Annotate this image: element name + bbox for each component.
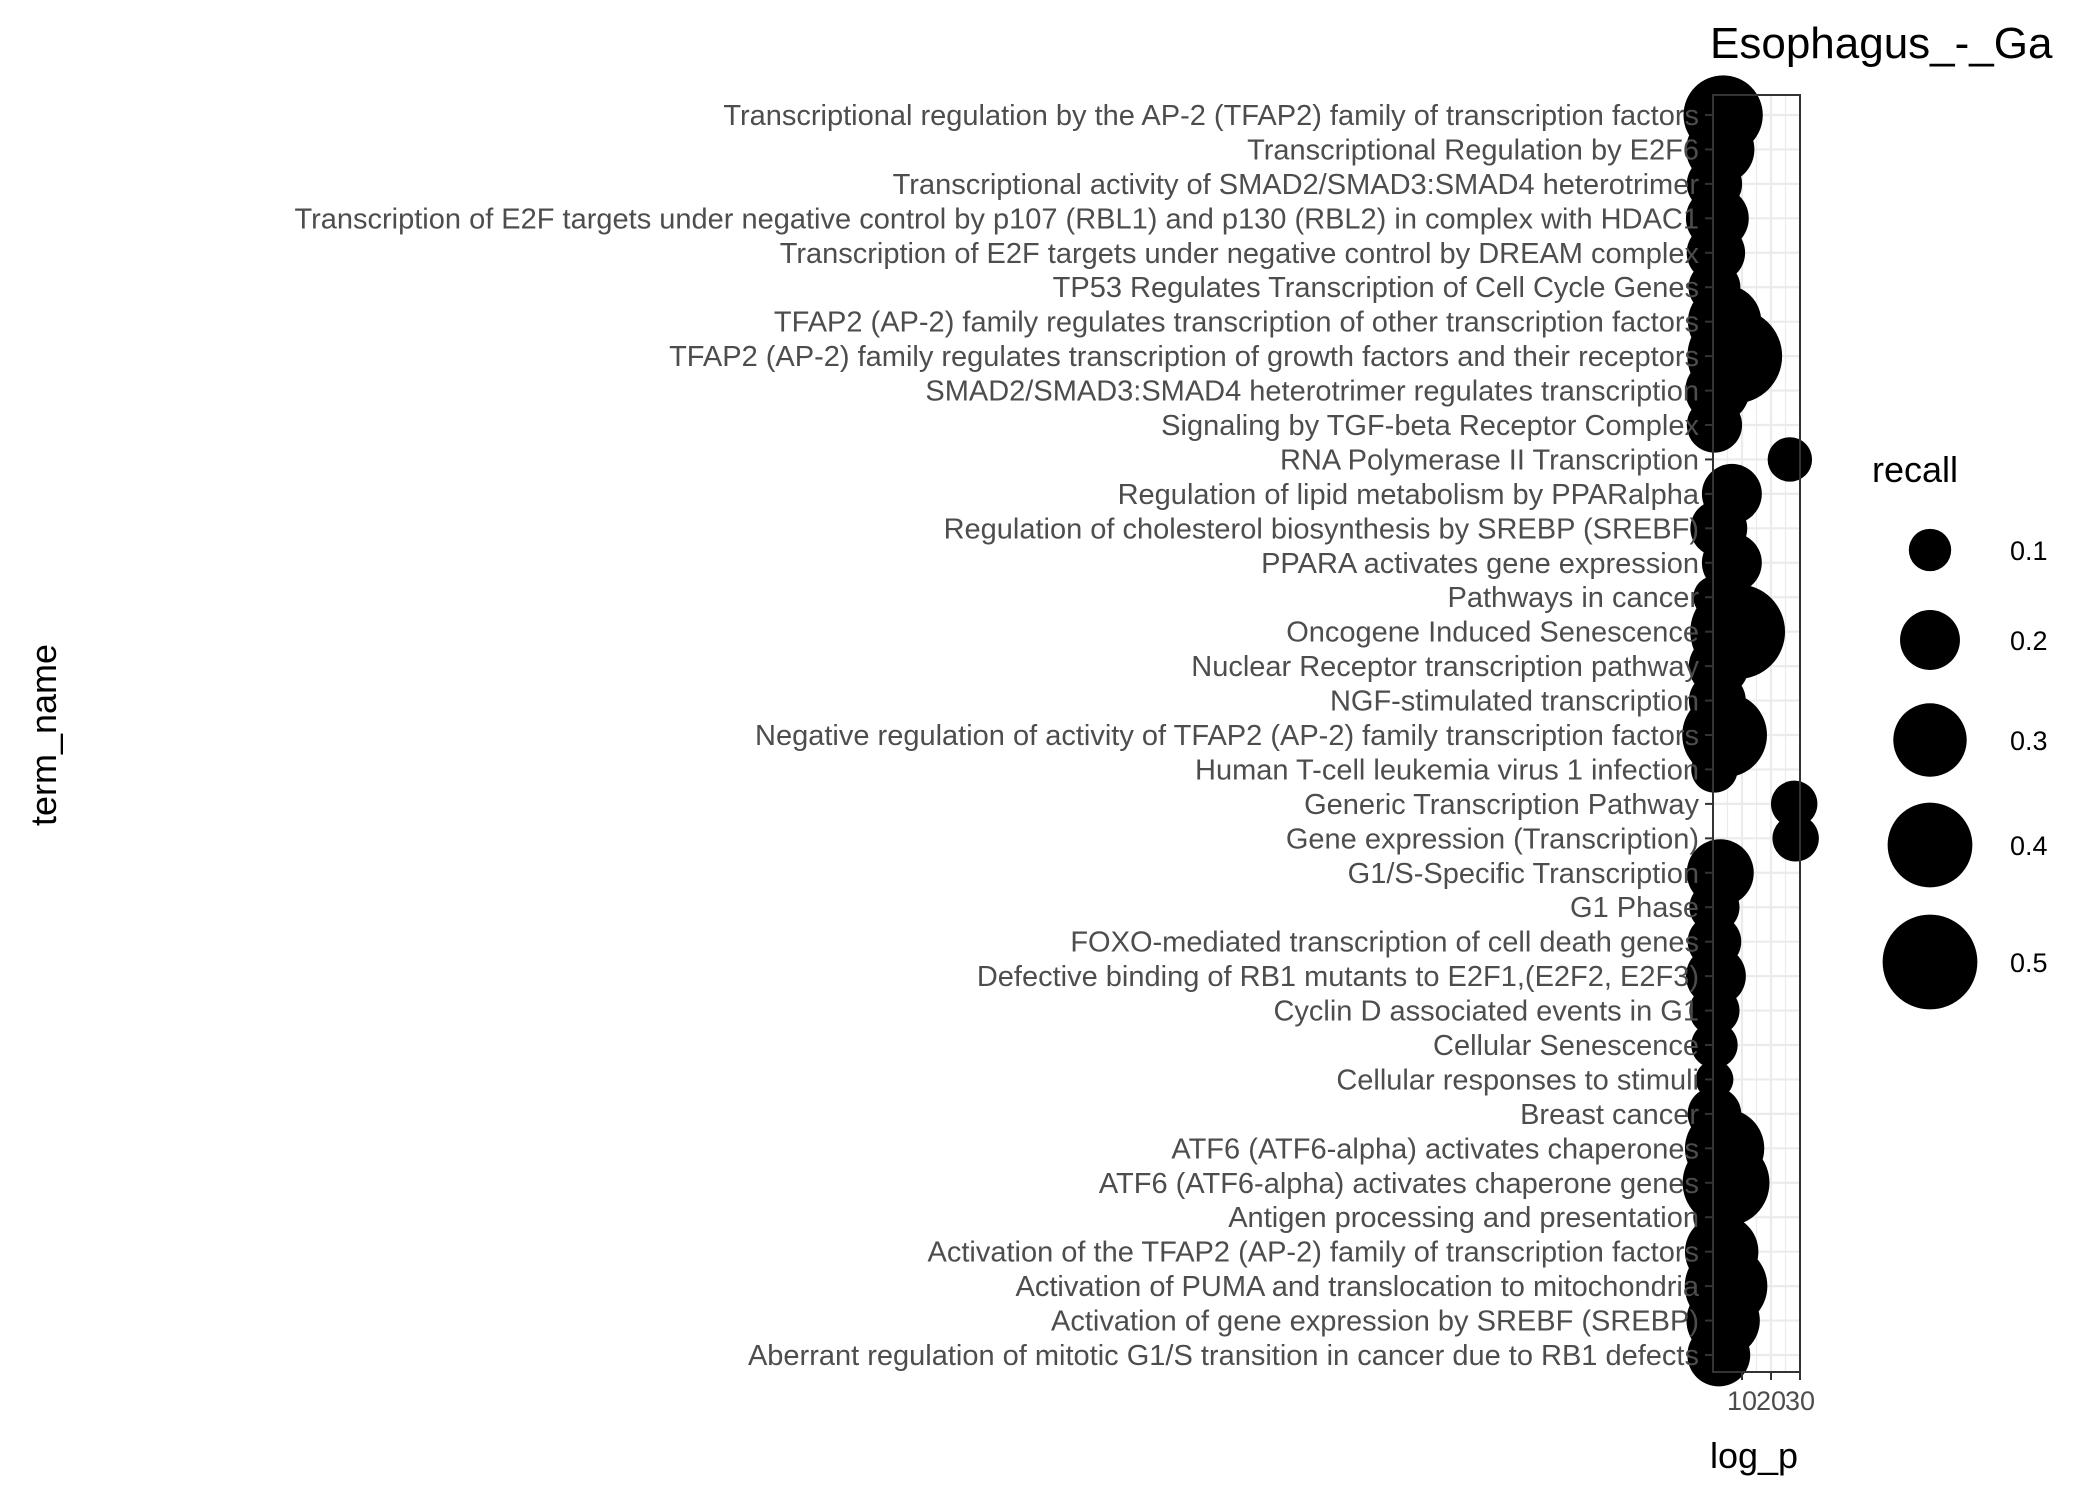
legend-key	[1900, 610, 1960, 670]
y-tick-label: Aberrant regulation of mitotic G1/S tran…	[748, 1340, 1699, 1372]
y-tick-label: Cellular Senescence	[1433, 1030, 1699, 1062]
y-tick-label: ATF6 (ATF6-alpha) activates chaperones	[1171, 1133, 1699, 1165]
y-tick-label: Transcriptional Regulation by E2F6	[1247, 134, 1699, 166]
x-tick-label: 30	[1785, 1386, 1815, 1416]
data-point	[1689, 985, 1740, 1036]
y-tick-label: NGF-stimulated transcription	[1330, 686, 1699, 718]
y-tick-label: Gene expression (Transcription)	[1286, 823, 1699, 855]
x-tick-label: 10	[1727, 1386, 1757, 1416]
legend-label: 0.1	[2010, 536, 2048, 566]
y-tick-label: Transcription of E2F targets under negat…	[780, 238, 1700, 270]
y-tick-label: FOXO-mediated transcription of cell deat…	[1070, 927, 1699, 959]
y-tick-label: Defective binding of RB1 mutants to E2F1…	[977, 961, 1699, 993]
y-tick-label: Activation of gene expression by SREBF (…	[1051, 1306, 1699, 1338]
chart-title: Esophagus_-_Ga	[1710, 19, 2053, 68]
y-tick-label: G1/S-Specific Transcription	[1348, 858, 1699, 890]
y-tick-label: PPARA activates gene expression	[1261, 548, 1699, 580]
legend-label: 0.2	[2010, 626, 2048, 656]
y-axis-labels: Transcriptional regulation by the AP-2 (…	[294, 100, 1713, 1372]
x-tick-label: 20	[1756, 1386, 1786, 1416]
size-legend: recall 0.1 0.2 0.3 0.4 0.5	[1872, 449, 2048, 1010]
y-tick-label: Signaling by TGF-beta Receptor Complex	[1161, 410, 1699, 442]
plot-panel	[1682, 75, 1819, 1387]
data-point	[1686, 397, 1743, 453]
y-axis-title: term_name	[23, 644, 64, 826]
y-tick-label: Regulation of cholesterol biosynthesis b…	[944, 513, 1699, 545]
legend-key	[1893, 703, 1967, 777]
legend-title: recall	[1872, 449, 1958, 490]
data-point	[1691, 746, 1738, 793]
y-tick-label: Breast cancer	[1520, 1099, 1699, 1131]
y-tick-label: Regulation of lipid metabolism by PPARal…	[1118, 479, 1700, 511]
y-tick-label: Pathways in cancer	[1448, 582, 1700, 614]
y-tick-label: Oncogene Induced Senescence	[1286, 617, 1699, 649]
data-point	[1772, 815, 1819, 862]
y-tick-label: Activation of PUMA and translocation to …	[1016, 1271, 1700, 1303]
y-tick-label: Human T-cell leukemia virus 1 infection	[1195, 754, 1699, 786]
y-tick-label: Transcriptional regulation by the AP-2 (…	[723, 100, 1699, 132]
y-tick-label: Negative regulation of activity of TFAP2…	[755, 720, 1699, 752]
y-tick-label: TP53 Regulates Transcription of Cell Cyc…	[1053, 272, 1699, 304]
data-point	[1691, 1021, 1738, 1069]
legend-label: 0.3	[2010, 726, 2048, 756]
data-point	[1767, 437, 1813, 482]
y-tick-label: Nuclear Receptor transcription pathway	[1191, 651, 1699, 683]
y-tick-label: TFAP2 (AP-2) family regulates transcript…	[774, 307, 1699, 339]
y-tick-label: TFAP2 (AP-2) family regulates transcript…	[669, 341, 1699, 373]
y-tick-label: Activation of the TFAP2 (AP-2) family of…	[928, 1237, 1700, 1269]
data-point	[1687, 1323, 1751, 1387]
legend-key	[1887, 802, 1973, 888]
legend-label: 0.4	[2010, 831, 2048, 861]
panel-border	[1712, 94, 1801, 1373]
y-tick-label: Transcription of E2F targets under negat…	[294, 203, 1699, 235]
y-tick-label: Cyclin D associated events in G1	[1273, 996, 1699, 1028]
y-tick-label: Generic Transcription Pathway	[1304, 789, 1699, 821]
y-tick-label: Antigen processing and presentation	[1228, 1202, 1699, 1234]
y-tick-label: G1 Phase	[1570, 892, 1699, 924]
y-tick-label: SMAD2/SMAD3:SMAD4 heterotrimer regulates…	[925, 376, 1699, 408]
y-tick-label: Transcriptional activity of SMAD2/SMAD3:…	[893, 169, 1700, 201]
y-tick-label: Cellular responses to stimuli	[1336, 1064, 1699, 1096]
legend-key	[1908, 528, 1952, 572]
y-tick-label: RNA Polymerase II Transcription	[1280, 444, 1699, 476]
x-axis-title: log_p	[1710, 1435, 1798, 1476]
legend-label: 0.5	[2010, 948, 2048, 978]
legend-key	[1882, 914, 1978, 1010]
data-point	[1770, 780, 1818, 828]
y-tick-label: ATF6 (ATF6-alpha) activates chaperone ge…	[1099, 1168, 1699, 1200]
